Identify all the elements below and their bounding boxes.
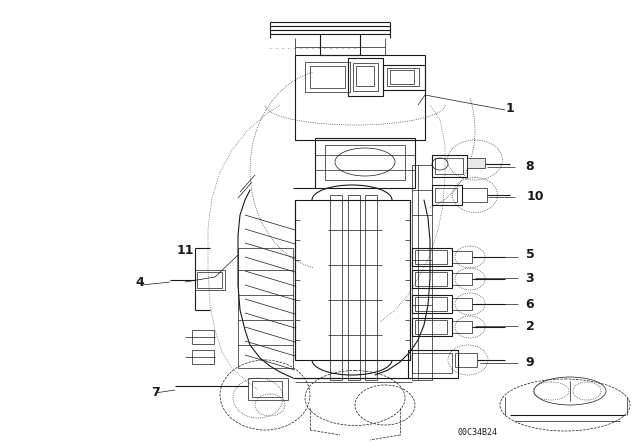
Bar — [408, 350, 458, 378]
Bar — [412, 165, 432, 380]
Bar — [348, 195, 360, 380]
Text: 1: 1 — [506, 102, 515, 115]
Bar — [452, 251, 472, 263]
Bar — [387, 68, 419, 86]
Text: 3: 3 — [525, 271, 534, 284]
Text: 5: 5 — [525, 249, 534, 262]
Bar — [192, 350, 214, 364]
Bar — [195, 270, 225, 290]
Bar — [435, 188, 457, 202]
Bar — [305, 62, 350, 92]
Bar — [432, 185, 462, 205]
Bar — [415, 297, 447, 311]
Text: 7: 7 — [150, 387, 159, 400]
Bar — [412, 270, 452, 288]
Bar — [452, 321, 472, 333]
Bar — [435, 158, 463, 174]
Bar — [452, 273, 472, 285]
Bar — [415, 272, 447, 286]
Text: 9: 9 — [525, 357, 534, 370]
Bar — [348, 58, 383, 96]
Bar — [248, 378, 288, 400]
Bar — [412, 248, 452, 266]
Bar — [415, 320, 447, 334]
Bar — [412, 318, 452, 336]
Bar — [192, 330, 214, 344]
Text: 00C34B24: 00C34B24 — [458, 428, 498, 437]
Text: 6: 6 — [525, 297, 534, 310]
Bar — [315, 138, 415, 188]
Bar — [330, 195, 342, 380]
Text: 11: 11 — [176, 244, 194, 257]
Bar — [356, 66, 374, 86]
Text: 8: 8 — [525, 160, 534, 173]
Bar — [467, 158, 485, 168]
Bar — [197, 272, 222, 288]
Bar — [295, 55, 425, 140]
Text: 2: 2 — [525, 319, 534, 332]
Text: 4: 4 — [136, 276, 145, 289]
Bar — [252, 381, 282, 397]
Bar — [383, 65, 425, 90]
Bar — [325, 145, 405, 180]
Bar — [353, 63, 378, 91]
Bar — [415, 250, 447, 264]
Bar — [295, 200, 410, 360]
Bar — [310, 66, 345, 88]
Bar — [432, 155, 467, 177]
Bar — [412, 295, 452, 313]
Bar — [390, 70, 414, 84]
Bar — [452, 298, 472, 310]
Bar — [365, 195, 377, 380]
Bar — [238, 248, 293, 368]
Bar — [462, 188, 487, 202]
Bar — [412, 353, 452, 373]
Bar — [455, 353, 477, 367]
Text: 10: 10 — [526, 190, 544, 203]
